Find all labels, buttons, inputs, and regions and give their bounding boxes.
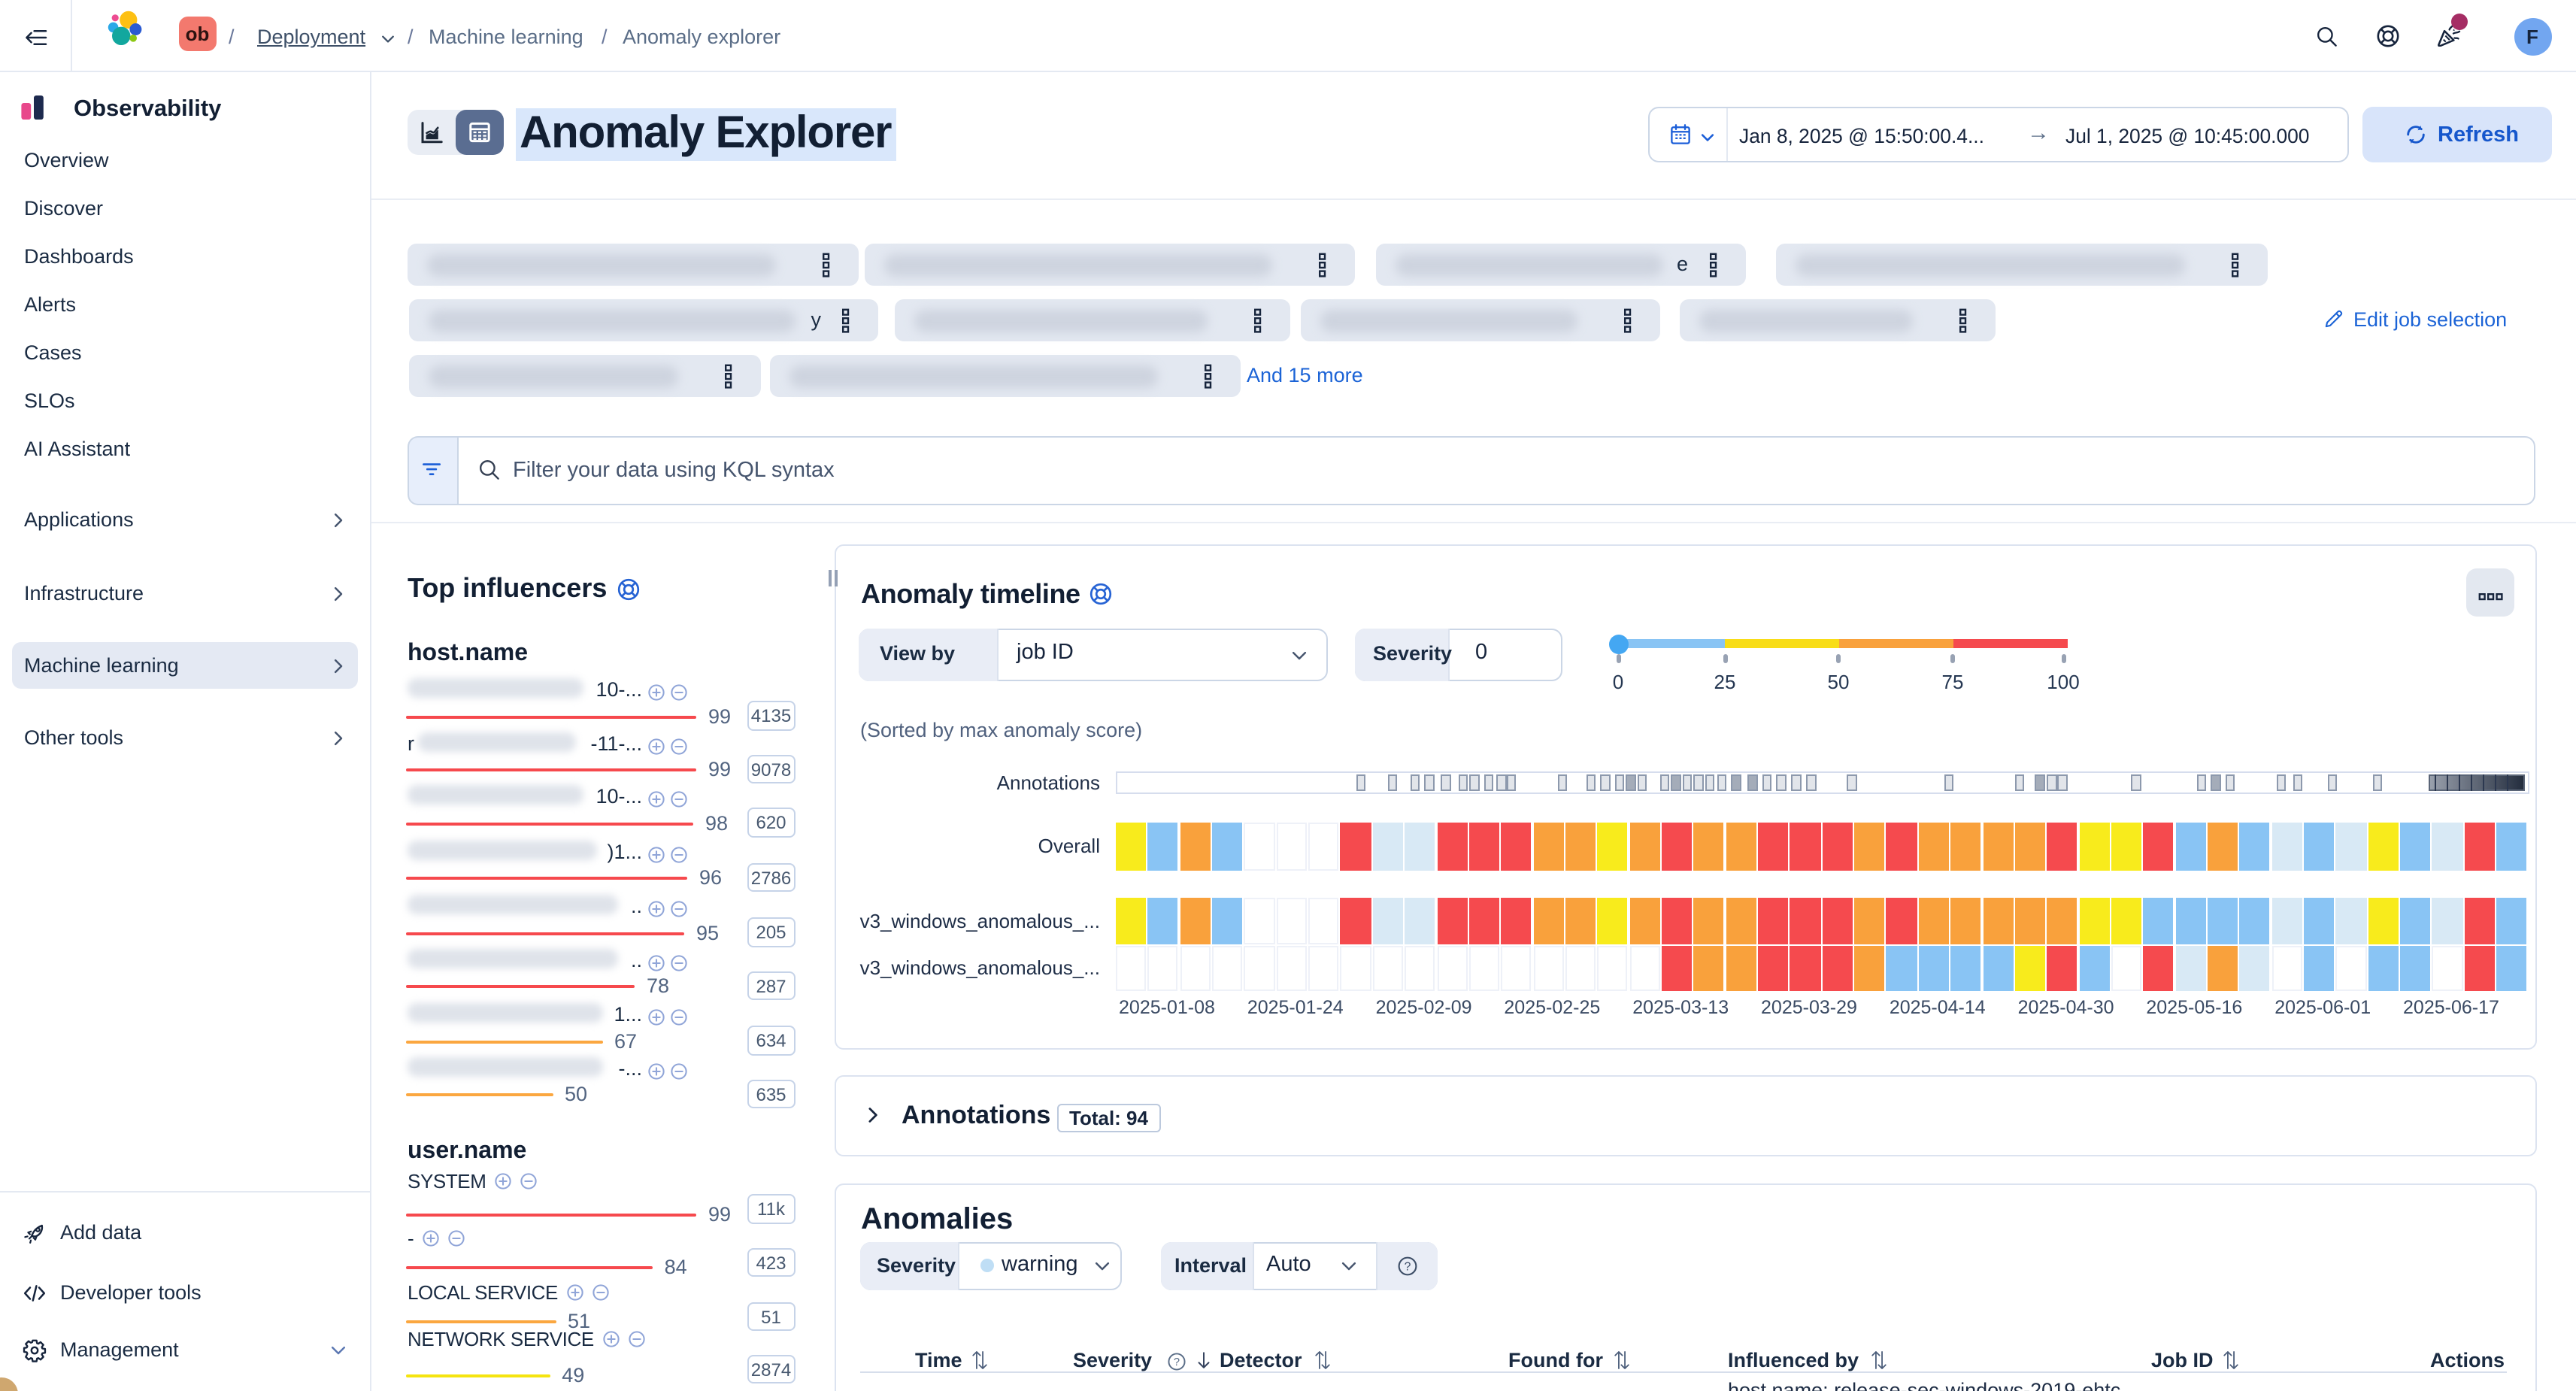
svg-text:?: ? (1405, 1259, 1411, 1272)
svg-text:?: ? (1174, 1356, 1180, 1368)
